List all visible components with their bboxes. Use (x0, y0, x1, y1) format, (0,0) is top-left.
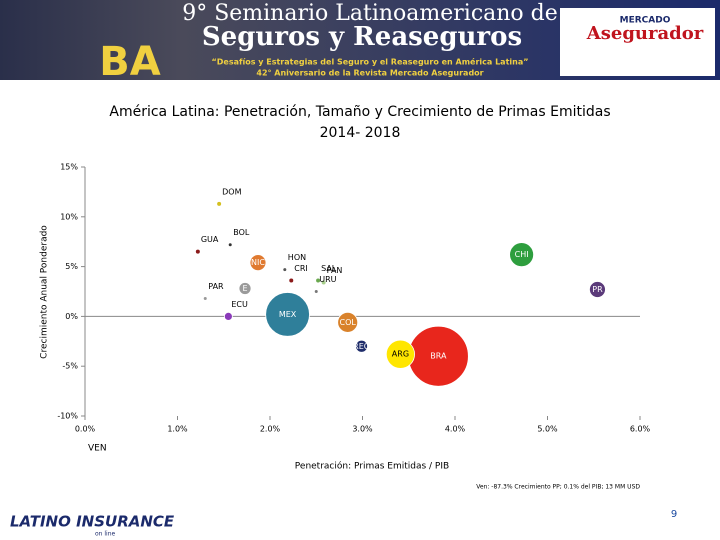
x-tick-label: 5.0% (537, 425, 558, 434)
y-tick-label: -10% (57, 412, 78, 421)
bubble-label: E (242, 284, 247, 293)
bubble (385, 339, 415, 369)
bubble (589, 281, 606, 298)
offchart-label: VEN (88, 444, 107, 454)
y-tick-label: 5% (65, 262, 78, 271)
chart-subtitle: 2014- 2018 (320, 125, 401, 141)
bubble-label: CHI (515, 250, 529, 259)
bubble (316, 278, 321, 283)
y-axis-title: Crecimiento Anual Ponderado (40, 225, 50, 359)
bubble (355, 339, 368, 353)
bubble-label: HON (288, 253, 306, 262)
y-tick-label: 10% (60, 212, 78, 221)
bubble-label: PAN (327, 266, 343, 275)
bubble-label: PR (592, 285, 603, 294)
banner-city: BA (99, 39, 160, 85)
footer-brand-sub: on line (95, 531, 116, 538)
bubble (283, 268, 287, 272)
bubble-label: ARG (392, 350, 409, 359)
bubble (223, 311, 233, 321)
bubble (195, 249, 200, 254)
bubble (228, 243, 232, 247)
bubble (203, 296, 207, 300)
bubble-label: DOM (222, 187, 241, 196)
bubble-label: COL (340, 318, 357, 327)
logo-top: MERCADO (620, 16, 671, 26)
x-tick-label: 1.0% (167, 425, 188, 434)
bubble (509, 242, 534, 268)
bubble (321, 280, 326, 285)
logo-bottom: Asegurador (586, 23, 704, 44)
bubble (217, 201, 222, 206)
x-tick-label: 6.0% (630, 425, 651, 434)
banner-tagline: “Desafíos y Estrategias del Seguro y el … (212, 57, 529, 67)
banner-line2: Seguros y Reaseguros (202, 22, 522, 52)
logo-box (560, 8, 715, 76)
x-tick-label: 4.0% (445, 425, 466, 434)
y-tick-label: -5% (62, 362, 78, 371)
bubble (238, 282, 252, 295)
bubble-label: ECU (231, 300, 248, 309)
page-number: 9 (671, 509, 677, 520)
footer-brand: LATINO INSURANCE (10, 513, 175, 531)
chart-title: América Latina: Penetración, Tamaño y Cr… (109, 104, 610, 120)
bubble (289, 278, 294, 283)
x-tick-label: 3.0% (352, 425, 373, 434)
bubble-label: BOL (233, 228, 250, 237)
bubble (337, 311, 359, 333)
bubble (314, 290, 318, 293)
bubble-label: GUA (201, 235, 219, 244)
bubble-label: CRI (294, 264, 308, 273)
bubble-label: SAL (321, 264, 337, 273)
x-axis-title: Penetración: Primas Emitidas / PIB (295, 461, 449, 472)
y-tick-label: 0% (65, 312, 78, 321)
bubble-label: NIC (251, 258, 265, 267)
banner-anniversary: 42° Aniversario de la Revista Mercado As… (256, 69, 483, 78)
bubble-label: REG (353, 342, 370, 351)
bubble (249, 254, 267, 272)
bubble (265, 292, 310, 337)
y-tick-label: 15% (60, 163, 78, 172)
note: Ven: -87.3% Crecimiento PP; 0.1% del PIB… (476, 484, 640, 491)
bubble-label: BRA (430, 352, 447, 361)
plot: 15% 10% 5% 0% -5% -10% 0.0% 1.0% 2.0% 3.0% 4.0% 5.0… (57, 163, 650, 434)
x-tick-label: 2.0% (260, 425, 281, 434)
bubble-label: MEX (279, 310, 297, 319)
banner-line1: 9° Seminario Latinoamericano de (182, 1, 558, 26)
bubble-label: URU (319, 275, 336, 284)
x-tick-label: 0.0% (75, 425, 96, 434)
bubble-label: PAR (208, 282, 224, 291)
